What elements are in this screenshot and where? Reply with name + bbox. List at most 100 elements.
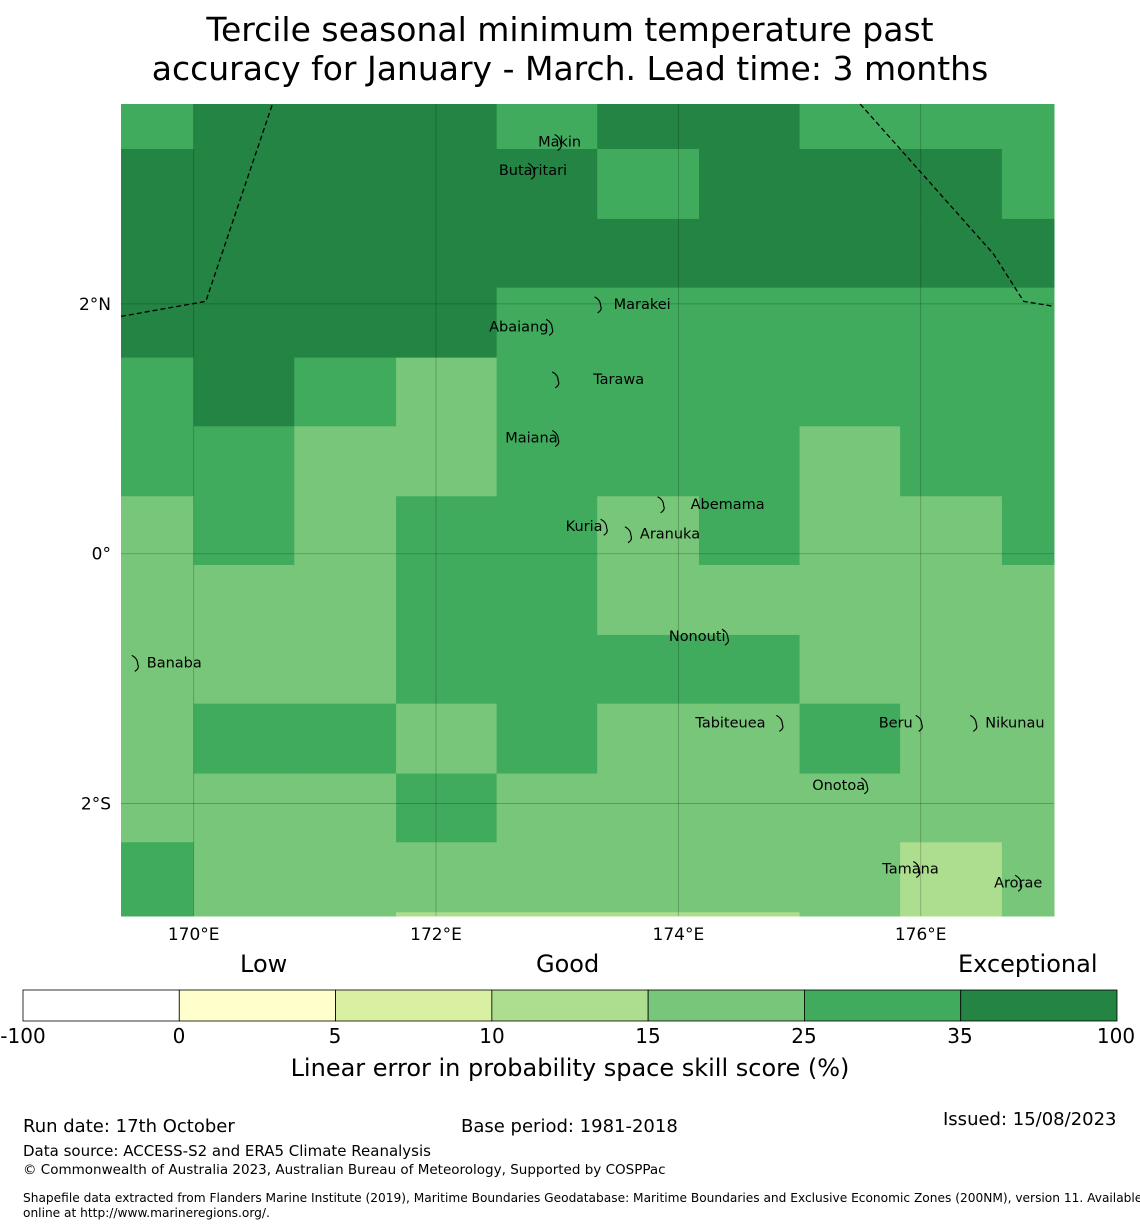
skill-cell (496, 148, 598, 220)
island-outline (776, 714, 784, 732)
skill-cell (1001, 564, 1055, 636)
skill-cell (698, 357, 801, 427)
island-outline (657, 496, 665, 514)
skill-cell (121, 912, 195, 917)
skill-cell (799, 287, 901, 359)
skill-cell (799, 357, 901, 427)
colorbar-tick: 15 (635, 1024, 661, 1048)
island-outline (551, 371, 560, 389)
lat-tick-label: 2°S (81, 795, 111, 815)
skill-cell (900, 104, 1003, 150)
skill-cell (396, 218, 498, 289)
data-source: Data source: ACCESS-S2 and ERA5 Climate … (23, 1142, 431, 1160)
skill-cell (1001, 287, 1055, 359)
skill-cell (698, 496, 801, 566)
skill-cell (698, 426, 801, 497)
skill-cell (294, 357, 397, 427)
skill-cell (799, 148, 901, 220)
skill-cell (121, 426, 195, 497)
skill-cell (396, 773, 498, 843)
skill-cell (496, 496, 598, 566)
skill-cell (900, 287, 1003, 359)
skill-cell (121, 218, 195, 289)
skill-cell (698, 148, 801, 220)
skill-cell (396, 104, 498, 150)
skill-cell (294, 773, 397, 843)
skill-cell (1001, 104, 1055, 150)
lon-tick-label: 172°E (410, 925, 462, 945)
island-outline (721, 628, 729, 646)
island-outline (594, 296, 602, 314)
skill-cell (396, 148, 498, 220)
colorbar-label: Linear error in probability space skill … (290, 1054, 850, 1082)
skill-cell (597, 564, 700, 636)
skill-cell (597, 426, 700, 497)
lon-tick-label: 176°E (895, 925, 947, 945)
island-outline (600, 518, 608, 536)
colorbar-swatch (491, 989, 649, 1022)
skill-cell (900, 634, 1003, 705)
skill-cell (900, 912, 1003, 917)
skill-cell (1001, 773, 1055, 843)
skill-cell (193, 148, 295, 220)
island-label: Abaiang (489, 319, 548, 335)
colorbar-tick: 35 (947, 1024, 973, 1048)
skill-cell (597, 703, 700, 775)
skill-cell (799, 104, 901, 150)
skill-cell (193, 287, 295, 359)
colorbar-tick: 5 (328, 1024, 342, 1048)
skill-cell (496, 703, 598, 775)
skill-cell (121, 842, 195, 913)
title-line-1: Tercile seasonal minimum temperature pas… (206, 10, 934, 49)
shapefile-credit-line-2: online at http://www.marineregions.org/. (23, 1206, 270, 1220)
skill-cell (294, 842, 397, 913)
skill-cell (294, 218, 397, 289)
skill-cell (698, 773, 801, 843)
skill-cell (799, 773, 901, 843)
skill-cell (121, 703, 195, 775)
island-label: Maiana (505, 431, 557, 447)
skill-cell (294, 104, 397, 150)
island-label: Aranuka (640, 527, 700, 543)
run-date: Run date: 17th October (23, 1116, 235, 1137)
skill-cell (597, 912, 700, 917)
skill-cell (597, 496, 700, 566)
skill-cell (799, 496, 901, 566)
graticule (121, 104, 1054, 916)
map-title: Tercile seasonal minimum temperature pas… (0, 10, 1140, 88)
skill-cell (799, 564, 901, 636)
colorbar-swatch (335, 989, 493, 1022)
skill-cell (294, 703, 397, 775)
skill-cell (1001, 426, 1055, 497)
island-label: Banaba (147, 655, 202, 671)
island-label: Onotoa (812, 778, 865, 794)
skill-cell (698, 564, 801, 636)
colorbar-swatch (804, 989, 962, 1022)
skill-cell (294, 564, 397, 636)
skill-cell (193, 426, 295, 497)
skill-cell (496, 426, 598, 497)
skill-cell (396, 912, 498, 917)
island-outline (969, 714, 978, 732)
skill-cell (396, 703, 498, 775)
skill-cell (698, 634, 801, 705)
skill-cell (396, 564, 498, 636)
lat-tick-label: 2°N (79, 295, 111, 315)
skill-cell (121, 287, 195, 359)
skill-cell (900, 496, 1003, 566)
skill-cell (799, 912, 901, 917)
colorbar-swatch (647, 989, 805, 1022)
skill-cell (193, 703, 295, 775)
skill-cell (294, 912, 397, 917)
skill-cell (496, 912, 598, 917)
skill-cell (396, 357, 498, 427)
island-label: Arorae (994, 875, 1042, 891)
island-label: Tamana (881, 862, 938, 878)
shapefile-credit-line-1: Shapefile data extracted from Flanders M… (23, 1191, 1140, 1205)
skill-cell (900, 564, 1003, 636)
skill-cell (799, 842, 901, 913)
colorbar-swatch (178, 989, 336, 1022)
skill-cell (1001, 912, 1055, 917)
eez-boundaries (120, 103, 1055, 318)
